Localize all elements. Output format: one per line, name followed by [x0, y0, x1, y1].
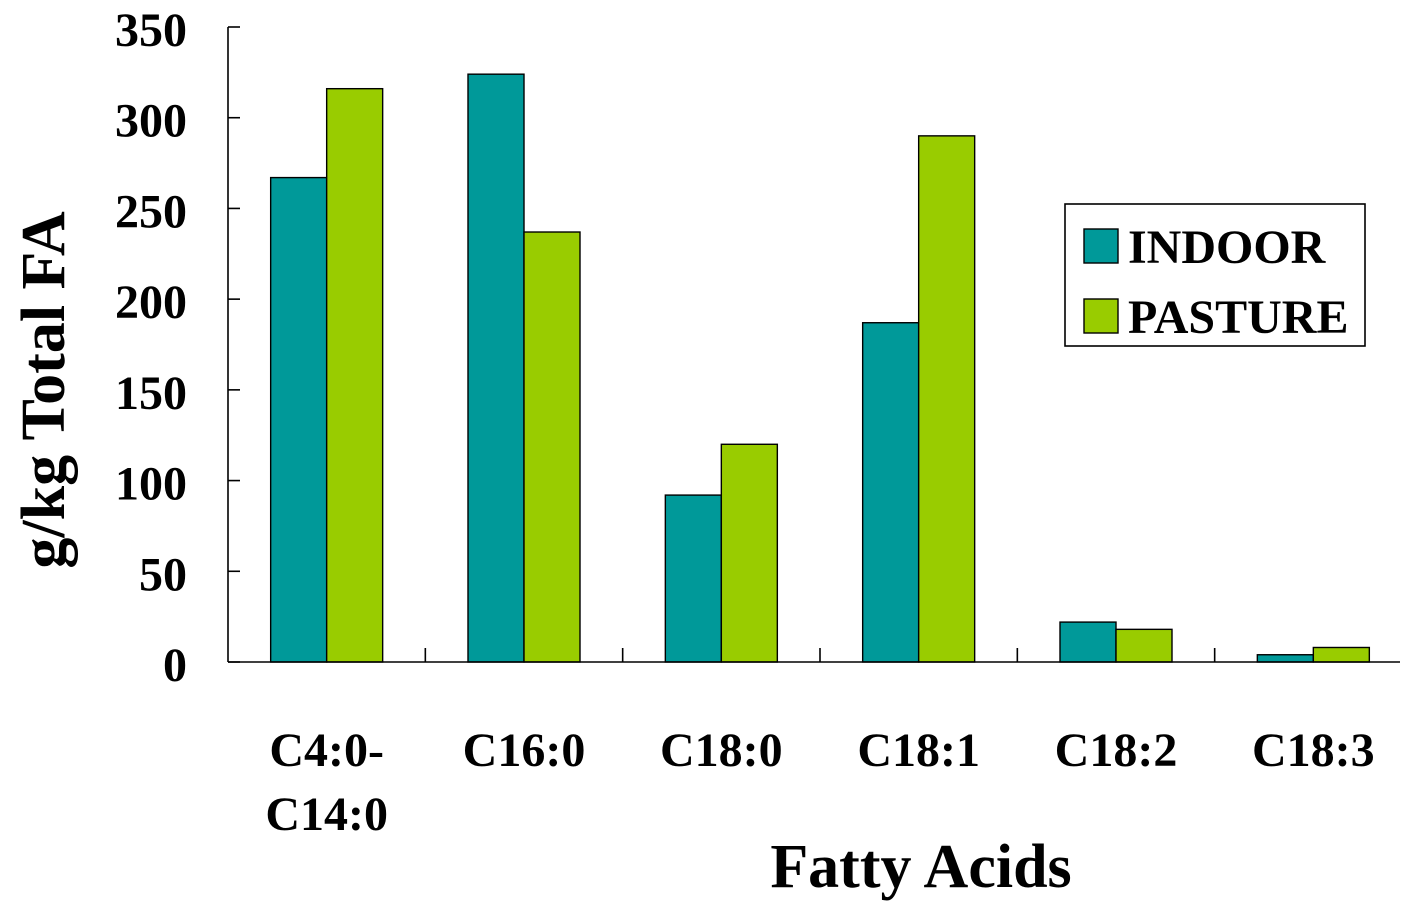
bar-indoor-c18-2 — [1059, 621, 1117, 663]
x-tick-label-c18-2: C18:2 — [1055, 724, 1178, 777]
x-tick-label-c18-1: C18:1 — [857, 724, 980, 777]
legend-label-pasture: PASTURE — [1128, 291, 1348, 344]
bar-pasture-c18-1 — [917, 135, 976, 663]
x-axis-category-labels: C4:0- C14:0 C16:0 C18:0 C18:1 C18:2 C18:3 — [265, 724, 1374, 841]
x-axis-title: Fatty Acids — [770, 833, 1071, 901]
y-axis-ticks: 0 50 100 150 200 250 300 350 — [115, 4, 240, 692]
y-tick-label: 200 — [115, 276, 187, 329]
legend-label-indoor: INDOOR — [1128, 221, 1327, 274]
bar-indoor-c18-3 — [1256, 654, 1315, 663]
y-tick-label: 350 — [115, 4, 187, 57]
bar-pasture-c16-0 — [523, 231, 581, 663]
x-tick-label-line: C16:0 — [463, 724, 586, 777]
x-tick-label-c18-3: C18:3 — [1252, 724, 1375, 777]
y-tick-label: 250 — [115, 185, 187, 238]
x-tick-label-line: C18:3 — [1252, 724, 1375, 777]
axes-group — [227, 27, 1400, 663]
y-tick-label: 50 — [139, 548, 187, 601]
bar-pasture-c18-0 — [720, 443, 779, 663]
y-tick-label: 150 — [115, 367, 187, 420]
bar-pasture-c18-3 — [1312, 646, 1371, 663]
bar-indoor-c18-1 — [861, 322, 920, 663]
legend-swatch-indoor — [1083, 228, 1119, 264]
bar-indoor-c16-0 — [467, 73, 525, 663]
x-tick-label-line: C18:2 — [1055, 724, 1178, 777]
bar-indoor-c4-0-c14-0 — [269, 176, 328, 663]
bar-indoor-c18-0 — [664, 494, 723, 663]
y-tick-label: 300 — [115, 95, 187, 148]
x-tick-label-line: C4:0- — [269, 724, 384, 777]
x-tick-label-line: C18:1 — [857, 724, 980, 777]
legend-swatch-pasture — [1083, 298, 1119, 334]
x-axis-ticks — [424, 648, 1216, 662]
legend: INDOOR PASTURE — [1064, 203, 1366, 347]
x-tick-label-line: C18:0 — [660, 724, 783, 777]
x-tick-label-line: C14:0 — [265, 788, 388, 841]
bars-group — [269, 73, 1371, 663]
y-tick-label: 100 — [115, 458, 187, 511]
y-tick-label: 0 — [163, 639, 187, 692]
x-tick-label-c18-0: C18:0 — [660, 724, 783, 777]
bar-pasture-c18-2 — [1115, 628, 1173, 663]
x-tick-label-c4-0-c14-0: C4:0- C14:0 — [265, 724, 388, 841]
bar-pasture-c4-0-c14-0 — [325, 87, 384, 663]
y-axis-title: g/kg Total FA — [10, 211, 78, 568]
x-tick-label-c16-0: C16:0 — [463, 724, 586, 777]
